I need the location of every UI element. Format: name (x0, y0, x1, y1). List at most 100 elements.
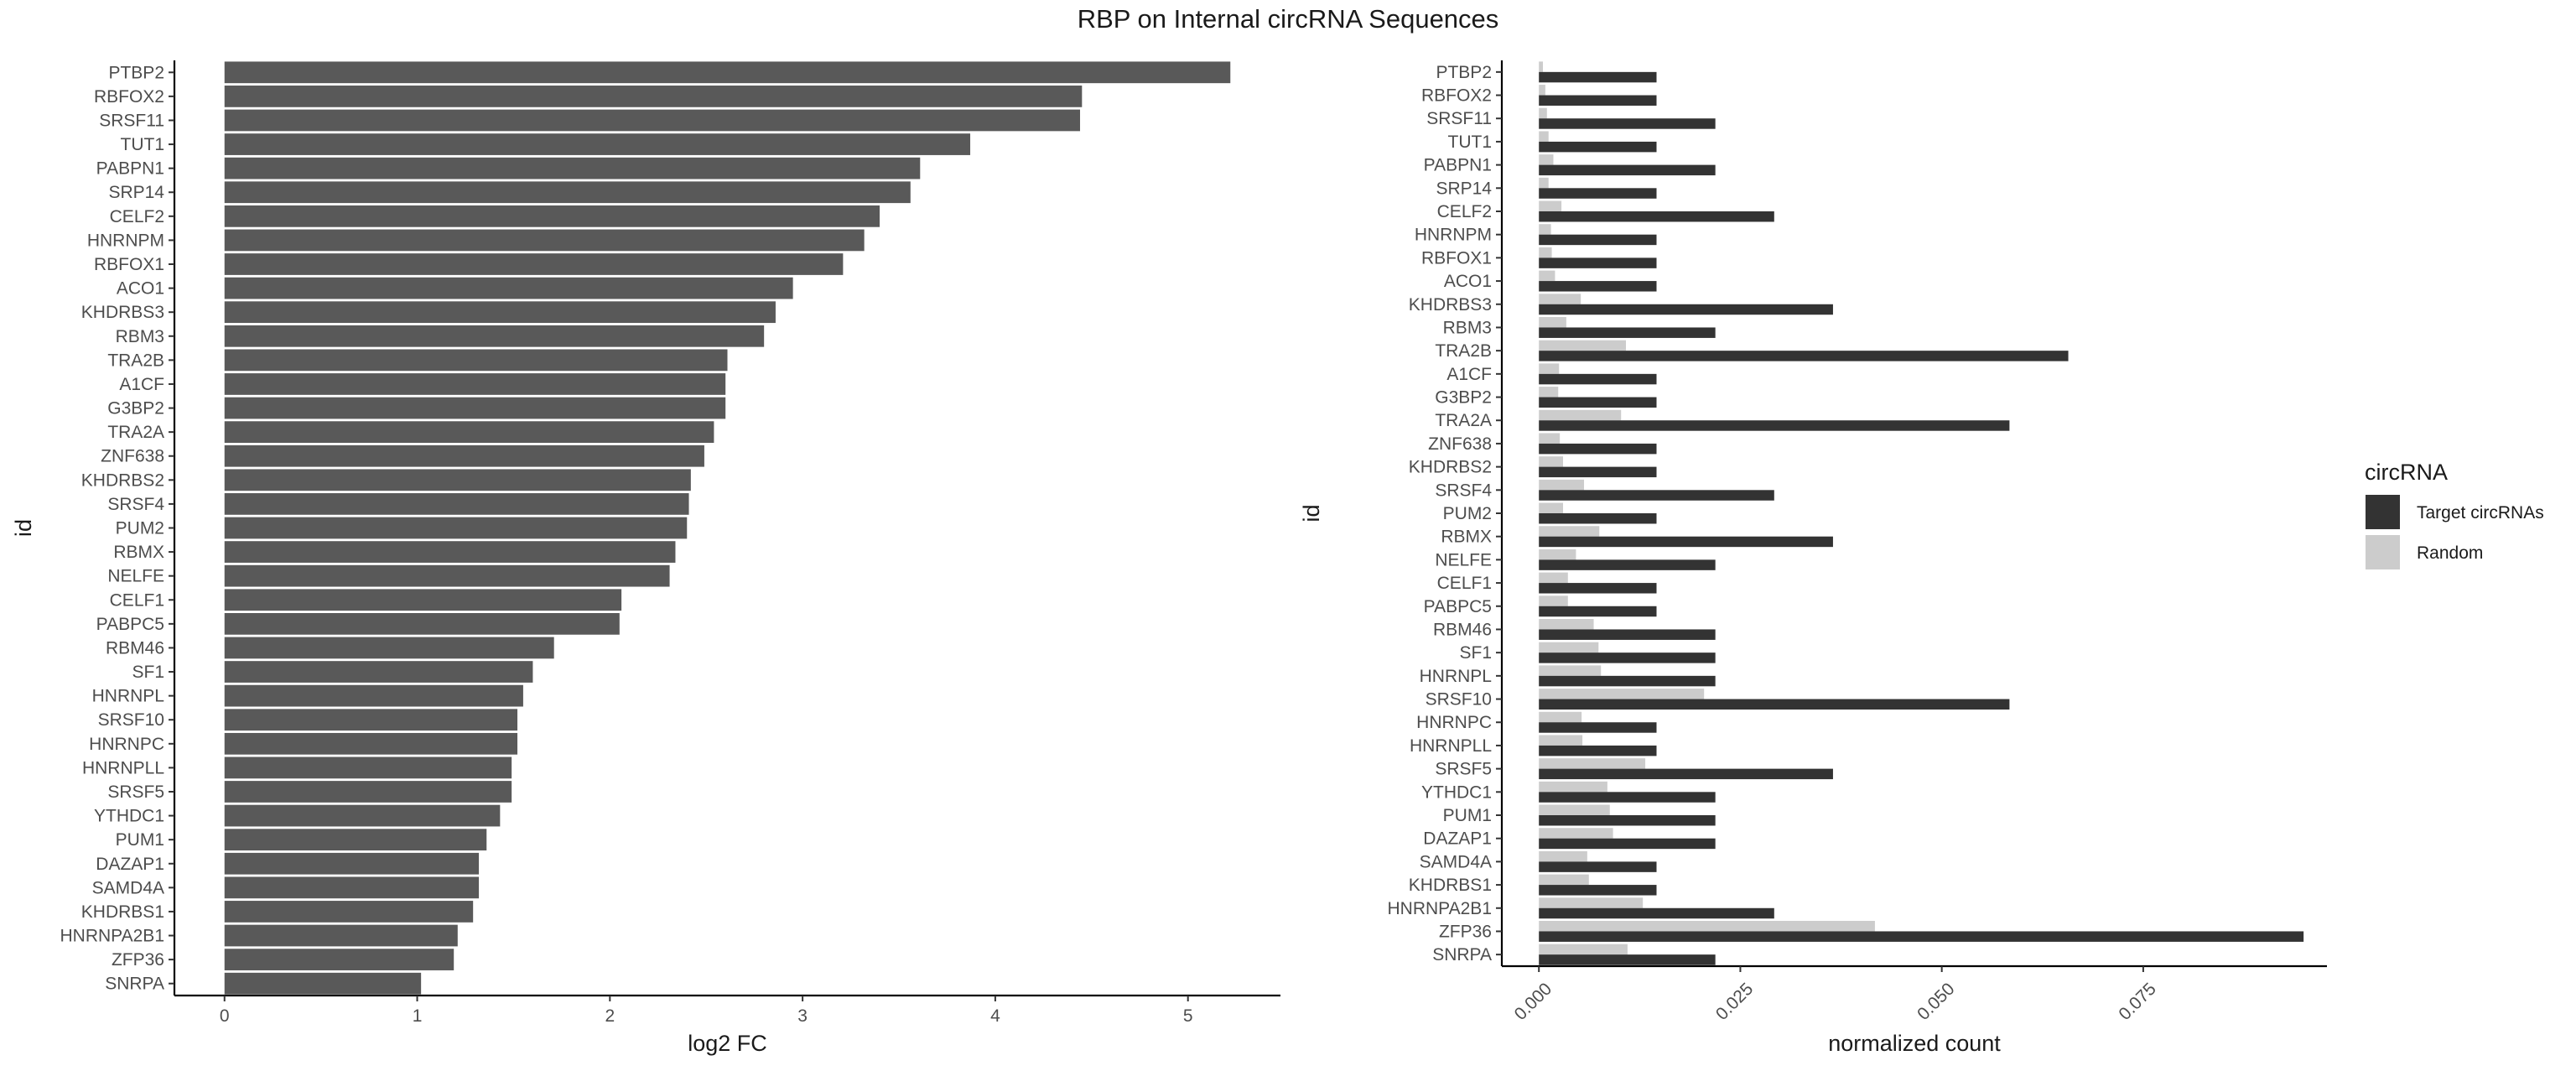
bar-target-rbmx (1539, 536, 1833, 548)
y-tick-label: CELF2 (1437, 202, 1492, 221)
x-tick-label: 3 (797, 1006, 808, 1026)
y-tick-label: SRSF5 (1435, 760, 1492, 779)
y-tick-label: CELF1 (110, 590, 164, 610)
y-tick-label: SF1 (1459, 643, 1492, 663)
bar-target-khdrbs1 (1539, 885, 1657, 896)
bar-random-rbm46 (1539, 619, 1594, 630)
bar-rbm46 (224, 637, 554, 659)
bar-g3bp2 (224, 397, 726, 419)
y-tick-label: SRP14 (108, 183, 164, 202)
y-tick-label: SRSF11 (1426, 109, 1492, 128)
y-tick-label: HNRNPM (1415, 226, 1492, 245)
y-tick-label: PUM1 (1443, 806, 1492, 825)
y-tick-label: SRSF11 (99, 111, 164, 130)
bar-celf1 (224, 589, 622, 611)
bar-target-aco1 (1539, 281, 1657, 292)
bar-target-samd4a (1539, 861, 1657, 872)
y-tick-label: TRA2B (1435, 341, 1492, 361)
bar-target-khdrbs2 (1539, 466, 1657, 478)
bar-rbm3 (224, 325, 765, 347)
bar-random-khdrbs3 (1539, 294, 1581, 304)
y-tick-label: KHDRBS2 (1409, 458, 1492, 477)
chart-title: RBP on Internal circRNA Sequences (1078, 4, 1499, 34)
x-tick-label: 0 (220, 1006, 230, 1026)
bar-target-hnrnpa2b1 (1539, 907, 1774, 919)
legend-label-target-circrnas: Target circRNAs (2417, 503, 2544, 523)
bar-random-hnrnpm (1539, 224, 1551, 235)
bar-random-srsf10 (1539, 689, 1705, 699)
bar-rbmx (224, 541, 676, 563)
y-tick-label: A1CF (1446, 365, 1492, 384)
bar-srsf11 (224, 109, 1081, 132)
x-tick-label: 0.025 (1712, 980, 1757, 1024)
bar-target-pum2 (1539, 513, 1657, 524)
bar-a1cf (224, 373, 726, 395)
y-tick-label: KHDRBS1 (81, 902, 164, 922)
y-tick-label: TUT1 (1448, 133, 1493, 152)
y-tick-label: TRA2A (1435, 411, 1492, 430)
y-tick-label: SRSF10 (1426, 690, 1492, 710)
bar-random-samd4a (1539, 850, 1587, 862)
bar-snrpa (224, 972, 422, 995)
x-tick-label: 4 (990, 1006, 1000, 1026)
bar-pabpn1 (224, 157, 921, 179)
y-tick-label: DAZAP1 (96, 855, 164, 874)
y-tick-label: ZFP36 (112, 950, 164, 970)
bar-target-pum1 (1539, 815, 1716, 826)
bar-random-srsf4 (1539, 479, 1585, 491)
bar-aco1 (224, 277, 793, 299)
y-tick-label: CELF1 (1437, 574, 1492, 593)
bar-target-hnrnpm (1539, 234, 1657, 246)
bar-random-srp14 (1539, 177, 1549, 189)
bar-random-khdrbs1 (1539, 874, 1589, 886)
y-tick-label: SRSF10 (98, 710, 164, 730)
bar-target-celf2 (1539, 211, 1774, 222)
bar-samd4a (224, 876, 480, 899)
bar-target-a1cf (1539, 373, 1657, 385)
y-tick-label: ZNF638 (1428, 434, 1492, 454)
bar-khdrbs3 (224, 301, 776, 324)
bar-target-rbfox1 (1539, 257, 1657, 268)
bar-random-hnrnpl (1539, 665, 1602, 676)
y-tick-label: SRSF4 (1435, 481, 1492, 500)
bar-random-celf2 (1539, 200, 1562, 211)
y-tick-label: PABPC5 (1424, 597, 1492, 616)
bar-random-aco1 (1539, 270, 1555, 282)
y-tick-label: SRSF5 (107, 782, 164, 802)
bar-pum1 (224, 829, 487, 851)
bar-target-pabpc5 (1539, 606, 1657, 617)
y-tick-label: YTHDC1 (1421, 782, 1492, 802)
y-tick-label: HNRNPC (89, 735, 164, 754)
y-tick-label: CELF2 (110, 207, 164, 226)
y-tick-label: PUM1 (116, 830, 164, 850)
bar-target-pabpn1 (1539, 164, 1716, 176)
y-tick-label: HNRNPA2B1 (1388, 899, 1492, 918)
bar-random-g3bp2 (1539, 387, 1559, 398)
bar-target-sf1 (1539, 652, 1716, 663)
y-tick-label: PABPC5 (96, 615, 164, 634)
y-tick-label: RBFOX2 (1421, 86, 1492, 106)
bar-random-pabpc5 (1539, 595, 1568, 606)
bar-ythdc1 (224, 804, 501, 827)
y-tick-label: A1CF (119, 375, 164, 394)
legend-swatch-target-circrnas (2366, 495, 2400, 529)
legend-title: circRNA (2365, 460, 2448, 485)
bar-random-hnrnpll (1539, 735, 1583, 746)
bar-pum2 (224, 517, 688, 539)
y-tick-label: KHDRBS3 (1409, 295, 1492, 315)
bar-tut1 (224, 133, 971, 155)
x-axis-title: log2 FC (688, 1031, 767, 1056)
bar-ptbp2 (224, 61, 1231, 84)
x-tick-label: 0.000 (1511, 980, 1555, 1024)
bar-hnrnpm (224, 229, 865, 252)
bar-random-rbfox1 (1539, 247, 1552, 258)
y-tick-label: G3BP2 (107, 399, 164, 419)
bar-target-g3bp2 (1539, 397, 1657, 408)
y-tick-label: RBFOX1 (1421, 248, 1492, 268)
bar-dazap1 (224, 852, 480, 875)
bar-zfp36 (224, 949, 454, 970)
y-tick-label: G3BP2 (1435, 388, 1492, 408)
bar-random-rbmx (1539, 526, 1600, 537)
y-tick-label: YTHDC1 (94, 807, 164, 826)
